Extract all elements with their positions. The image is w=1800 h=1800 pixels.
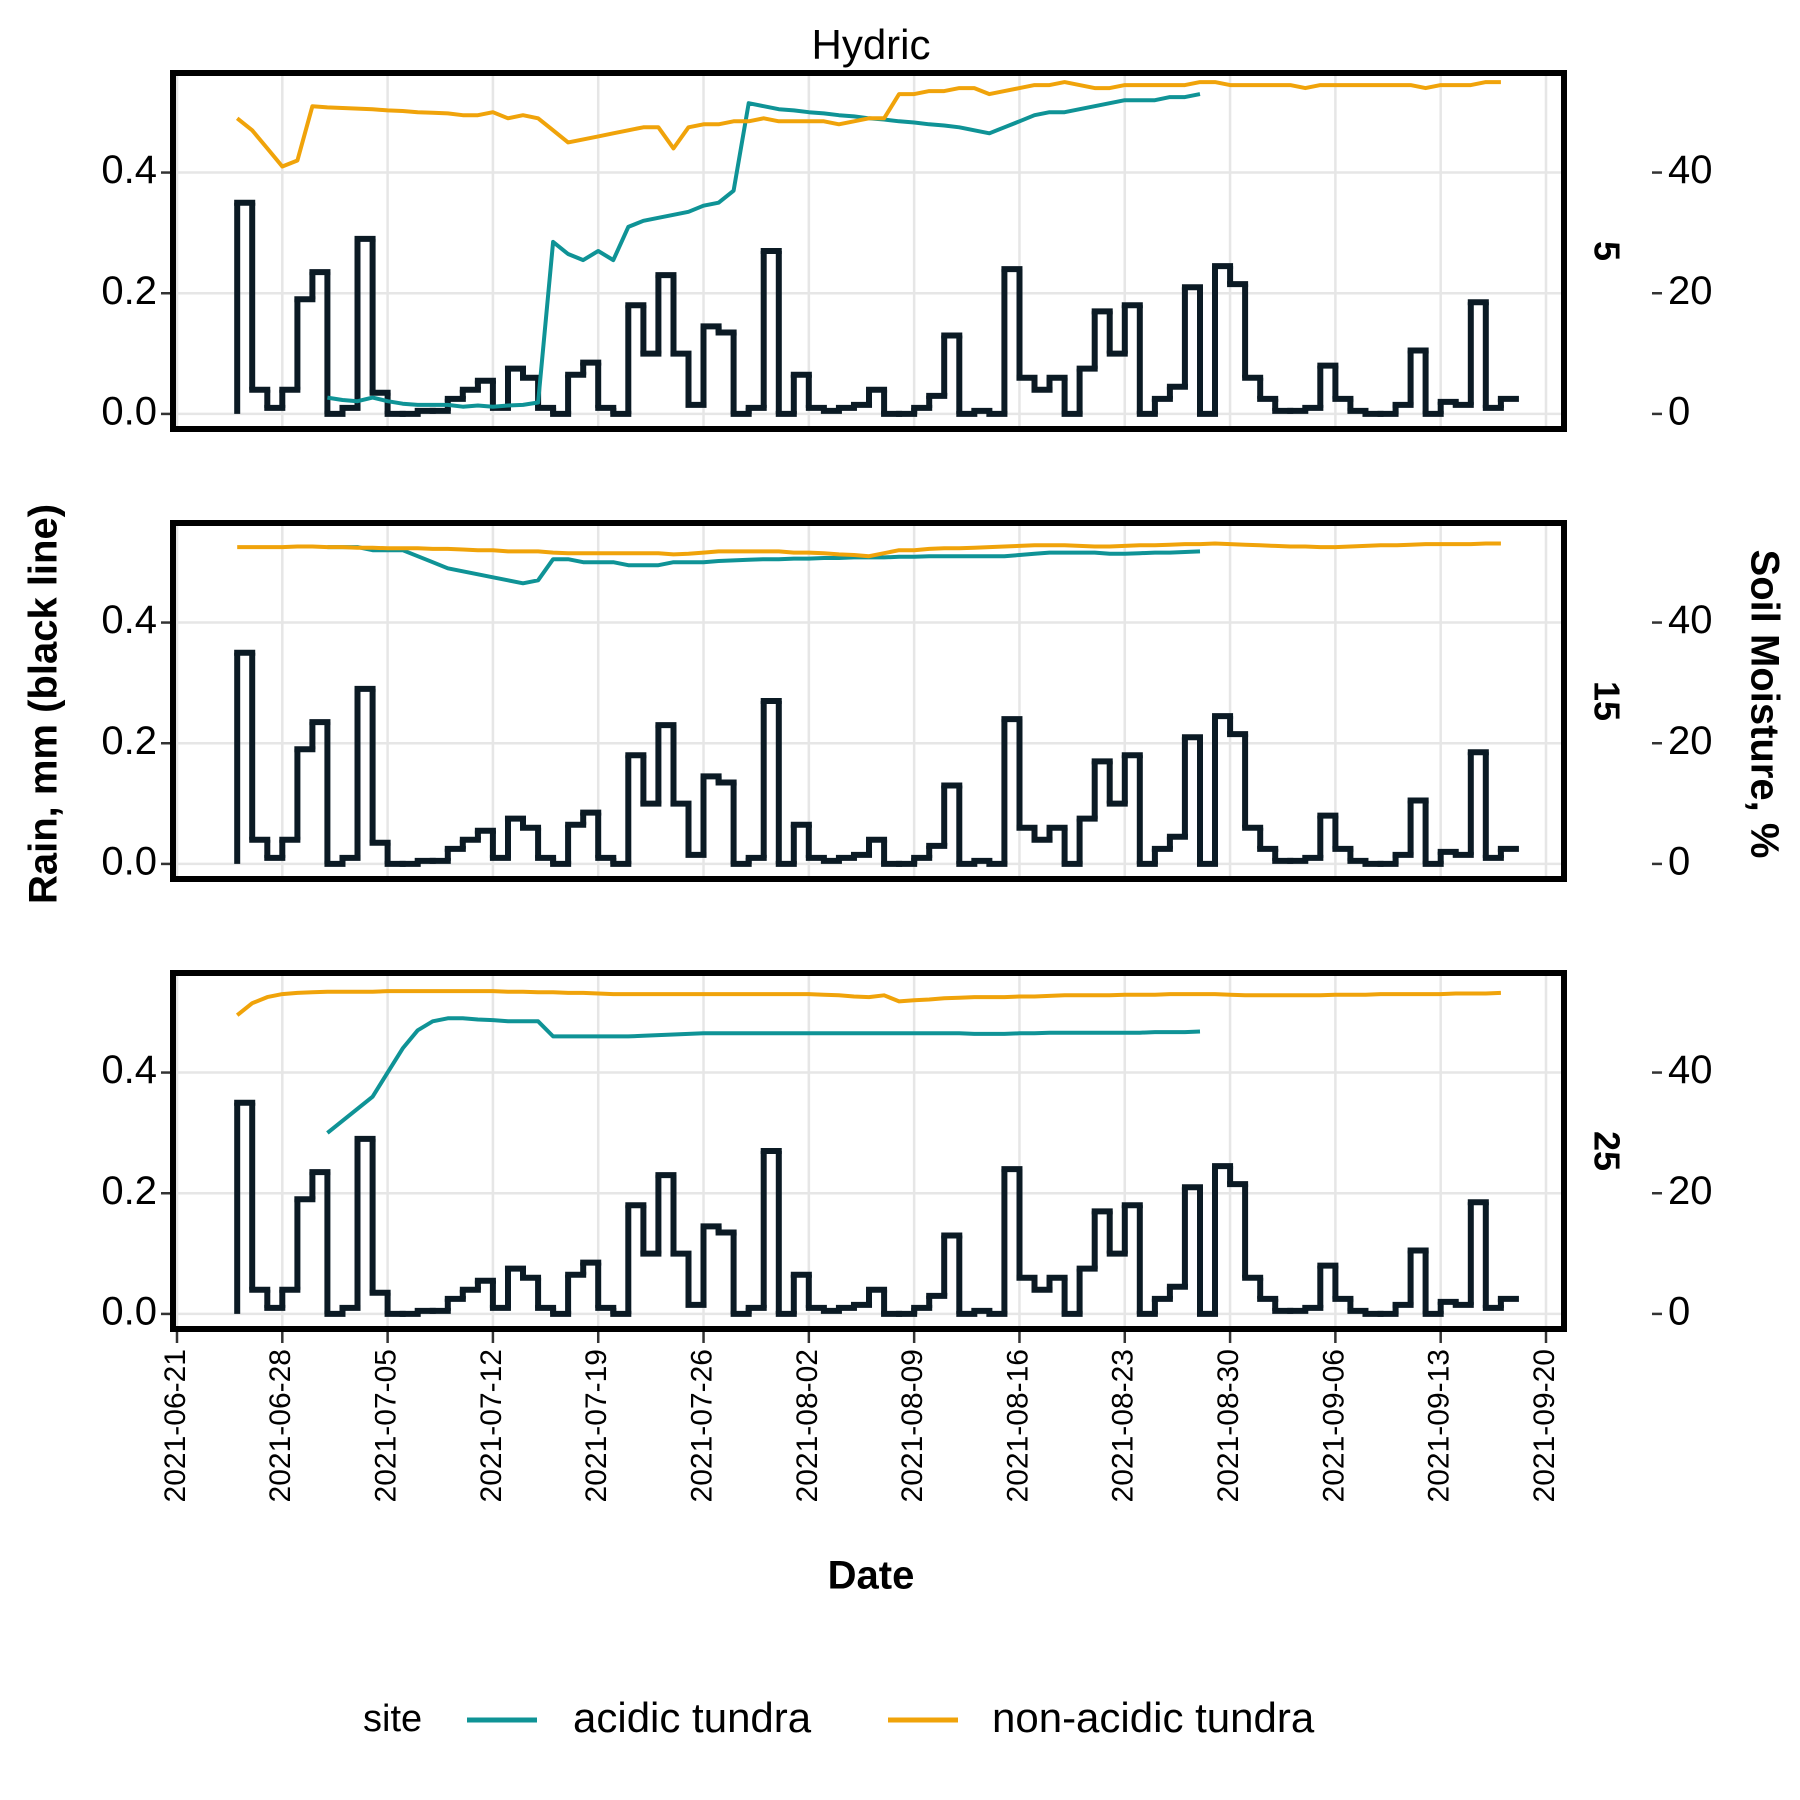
y2-tick-label: 0	[1668, 1289, 1690, 1333]
x-tick-label: 2021-09-20	[1528, 1349, 1561, 1502]
y-tick-label: 0.0	[101, 1289, 157, 1333]
y2-tick-label: 20	[1668, 269, 1713, 313]
x-tick-label: 2021-06-28	[264, 1349, 297, 1502]
y-tick-label: 0.0	[101, 839, 157, 883]
y2-tick-label: 20	[1668, 719, 1713, 763]
panel-border	[170, 520, 1567, 882]
x-tick-label: 2021-09-13	[1423, 1349, 1456, 1502]
rain-step-riser	[234, 1102, 1504, 1314]
y-axis-label: Rain, mm (black line)	[22, 504, 66, 904]
x-tick-label: 2021-08-23	[1107, 1349, 1140, 1502]
y-tick-label: 0.2	[101, 719, 157, 763]
x-tick-label: 2021-08-16	[1001, 1349, 1034, 1502]
x-tick-label: 2021-08-02	[791, 1349, 824, 1502]
y2-axis-label: Soil Moisture, %	[1742, 550, 1786, 859]
facet-label: 5	[1586, 241, 1627, 261]
x-tick-label: 2021-07-19	[580, 1349, 613, 1502]
legend-label: non-acidic tundra	[992, 1694, 1315, 1741]
soil-moisture-line	[235, 80, 1501, 169]
facet-label: 15	[1586, 681, 1627, 721]
y-tick-label: 0.0	[101, 389, 157, 433]
soil-moisture-line	[326, 1016, 1201, 1135]
panel-border	[170, 70, 1567, 432]
legend-title: site	[363, 1698, 422, 1740]
x-tick-label: 2021-06-21	[159, 1349, 192, 1502]
rain-step-riser	[234, 652, 1504, 864]
y-tick-label: 0.2	[101, 269, 157, 313]
soil-moisture-line	[327, 545, 1201, 586]
x-tick-label: 2021-07-26	[685, 1349, 718, 1502]
x-tick-label: 2021-08-30	[1212, 1349, 1245, 1502]
x-axis-label: Date	[828, 1554, 915, 1598]
y2-tick-label: 40	[1668, 1048, 1713, 1092]
facet-label: 25	[1586, 1131, 1627, 1171]
x-tick-label: 2021-08-09	[896, 1349, 929, 1502]
x-tick-label: 2021-07-05	[370, 1349, 403, 1502]
y2-tick-label: 40	[1668, 598, 1713, 642]
soil-moisture-line	[237, 541, 1501, 559]
y-tick-label: 0.4	[101, 598, 157, 642]
y-tick-label: 0.2	[101, 1169, 157, 1213]
y2-tick-label: 40	[1668, 148, 1713, 192]
panel-border	[170, 970, 1567, 1332]
chart-title: Hydric	[811, 21, 930, 68]
rain-step-riser	[234, 202, 1504, 414]
y2-tick-label: 0	[1668, 839, 1690, 883]
soil-moisture-line	[235, 989, 1501, 1017]
y-tick-label: 0.4	[101, 148, 157, 192]
soil-moisture-line	[327, 92, 1201, 409]
y-tick-label: 0.4	[101, 1048, 157, 1092]
y2-tick-label: 20	[1668, 1169, 1713, 1213]
x-tick-label: 2021-09-06	[1317, 1349, 1350, 1502]
x-tick-label: 2021-07-12	[475, 1349, 508, 1502]
y2-tick-label: 0	[1668, 389, 1690, 433]
legend-label: acidic tundra	[573, 1694, 812, 1741]
